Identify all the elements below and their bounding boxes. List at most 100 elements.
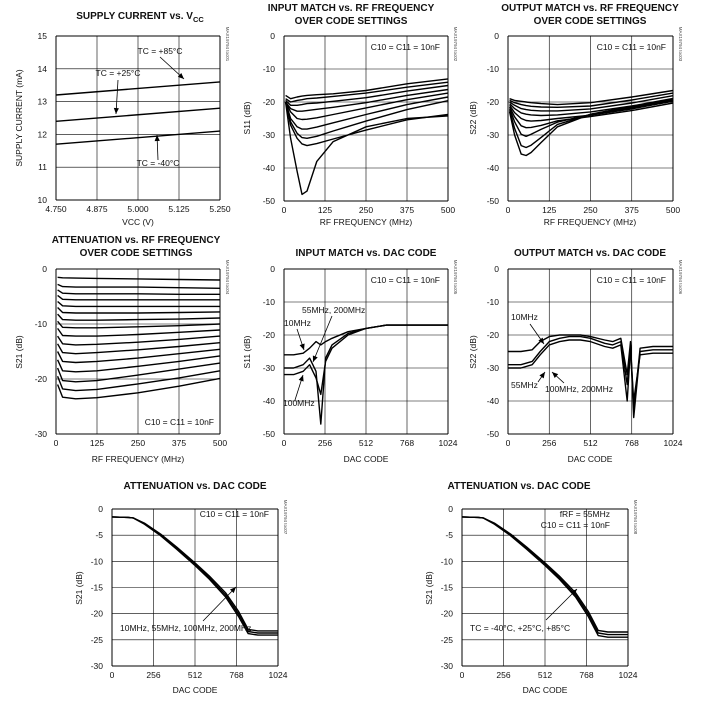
y-tick-label: -40 <box>487 163 500 173</box>
y-tick-label: 13 <box>38 97 48 107</box>
chart-title: ATTENUATION vs. RF FREQUENCY <box>52 235 221 246</box>
x-tick-label: 375 <box>400 205 414 215</box>
x-tick-label: 0 <box>110 670 115 680</box>
x-axis-label: VCC (V) <box>122 217 154 227</box>
y-tick-label: -25 <box>441 635 454 645</box>
annotation-label: TC = -40°C, +25°C, +85°C <box>470 623 570 633</box>
series-line-4 <box>57 294 220 301</box>
series-line-100mhz-200mhz <box>508 339 673 402</box>
x-tick-label: 0 <box>282 438 287 448</box>
series-line-10 <box>57 335 221 346</box>
y-tick-label: -20 <box>263 97 276 107</box>
x-tick-label: 256 <box>146 670 160 680</box>
series-line-1 <box>509 89 674 106</box>
y-tick-label: -20 <box>263 330 276 340</box>
x-tick-label: 512 <box>583 438 597 448</box>
x-tick-label: 125 <box>542 205 556 215</box>
series-line-3 <box>111 516 278 636</box>
annotation-label: 55MHz <box>511 380 538 390</box>
y-tick-label: -10 <box>487 64 500 74</box>
annotation-label: 100MHz <box>283 398 315 408</box>
x-tick-label: 4.750 <box>45 204 67 214</box>
y-tick-label: -10 <box>263 64 276 74</box>
x-tick-label: 512 <box>359 438 373 448</box>
y-tick-label: -30 <box>91 661 104 671</box>
annotation-label: TC = -40°C <box>137 158 180 168</box>
annotation-arrowhead <box>298 375 304 382</box>
y-tick-label: -30 <box>487 130 500 140</box>
series-line-3 <box>509 95 674 112</box>
y-axis-label: SUPPLY CURRENT (mA) <box>14 69 24 166</box>
annotation-label: C10 = C11 = 10nF <box>371 275 440 285</box>
x-tick-label: 0 <box>282 205 287 215</box>
chart-title: OVER CODE SETTINGS <box>534 16 647 27</box>
figure-code: MAX19794 toc06 <box>678 260 683 295</box>
series-line-4 <box>509 97 674 117</box>
chart-output-match-dac: OUTPUT MATCH vs. DAC CODE 0 256 512 768 1024 0… <box>468 248 683 464</box>
y-tick-label: -30 <box>263 363 276 373</box>
y-tick-label: -20 <box>35 374 48 384</box>
x-axis-label: RF FREQUENCY (MHz) <box>92 454 185 464</box>
series-line-12 <box>56 348 221 364</box>
chart-title: INPUT MATCH vs. RF FREQUENCY <box>268 3 435 14</box>
annotation-arrow <box>312 315 333 363</box>
y-tick-label: 0 <box>494 31 499 41</box>
chart-attenuation-freq: ATTENUATION vs. RF FREQUENCY OVER CODE SE… <box>14 235 230 464</box>
x-tick-label: 1024 <box>439 438 458 448</box>
x-axis-label: RF FREQUENCY (MHz) <box>320 217 413 227</box>
chart-supply-current: SUPPLY CURRENT vs. VCC 4.750 4.875 5.000 5.1… <box>14 11 231 227</box>
y-tick-label: -20 <box>441 609 454 619</box>
series-line-3 <box>57 289 220 295</box>
x-tick-label: 1024 <box>269 670 288 680</box>
series-line-1 <box>285 78 449 100</box>
x-tick-label: 125 <box>90 438 104 448</box>
y-tick-label: -30 <box>35 429 48 439</box>
series-line-1 <box>57 276 221 281</box>
annotation-label: C10 = C11 = 10nF <box>371 42 440 52</box>
x-tick-label: 512 <box>188 670 202 680</box>
x-tick-label: 0 <box>54 438 59 448</box>
y-tick-label: 12 <box>38 129 48 139</box>
series-line-8 <box>57 320 221 329</box>
y-tick-label: -20 <box>91 609 104 619</box>
series-line-55mhz <box>508 335 673 419</box>
annotation-label: C10 = C11 = 10nF <box>200 509 269 519</box>
y-tick-label: -50 <box>487 196 500 206</box>
figure-code: MAX19794 toc04 <box>225 260 230 295</box>
y-tick-label: 0 <box>494 264 499 274</box>
series-line-6 <box>57 307 221 314</box>
x-tick-label: 0 <box>506 438 511 448</box>
y-axis-label: S22 (dB) <box>468 101 478 135</box>
x-tick-label: 256 <box>542 438 556 448</box>
series-line-4 <box>285 88 449 112</box>
x-axis-label: RF FREQUENCY (MHz) <box>544 217 637 227</box>
series-line-13 <box>56 355 221 373</box>
figure-code: MAX19794 toc08 <box>633 500 638 535</box>
chart-output-match-freq: OUTPUT MATCH vs. RF FREQUENCY OVER CODE S… <box>468 3 683 227</box>
y-tick-label: -10 <box>263 297 276 307</box>
y-tick-label: -30 <box>487 363 500 373</box>
y-tick-label: -40 <box>263 396 276 406</box>
x-tick-label: 768 <box>229 670 243 680</box>
series-line-7 <box>284 100 449 140</box>
annotation-arrowhead <box>299 343 305 350</box>
chart-title: OVER CODE SETTINGS <box>80 248 193 259</box>
figure-code: MAX19794 toc01 <box>225 27 230 62</box>
figure-code: MAX19794 toc05 <box>453 260 458 295</box>
annotation-label: C10 = C11 = 10nF <box>597 42 666 52</box>
x-tick-label: 0 <box>506 205 511 215</box>
y-axis-label: S21 (dB) <box>74 571 84 605</box>
chart-title: ATTENUATION vs. DAC CODE <box>124 481 267 492</box>
y-tick-label: -10 <box>487 297 500 307</box>
y-tick-label: 11 <box>38 162 47 172</box>
y-axis-label: S11 (dB) <box>242 335 252 368</box>
y-tick-label: 10 <box>38 195 48 205</box>
series-line-tc-40-c <box>55 130 221 145</box>
series-line-tc-85-c <box>55 81 221 96</box>
y-tick-label: 0 <box>270 264 275 274</box>
y-tick-label: 0 <box>98 504 103 514</box>
series-line-6 <box>284 96 449 130</box>
y-tick-label: -50 <box>263 196 276 206</box>
annotation-label: 100MHz, 200MHz <box>545 384 613 394</box>
